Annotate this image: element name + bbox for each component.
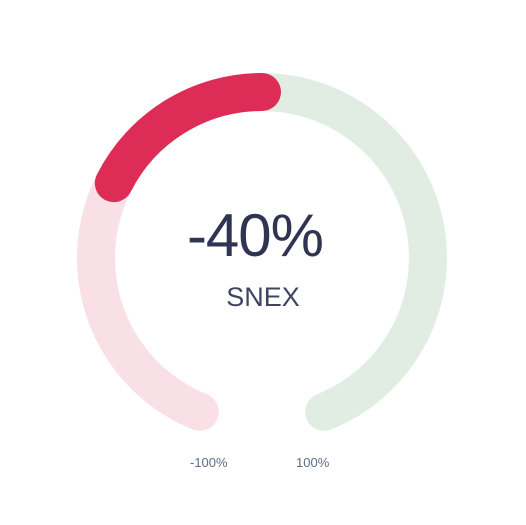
min-label: -100% bbox=[190, 455, 228, 470]
value-arc bbox=[94, 73, 281, 203]
gauge-name: SNEX bbox=[226, 282, 300, 312]
max-label: 100% bbox=[296, 455, 330, 470]
positive-track-arc bbox=[243, 73, 447, 431]
gauge-value: -40% bbox=[186, 202, 324, 269]
